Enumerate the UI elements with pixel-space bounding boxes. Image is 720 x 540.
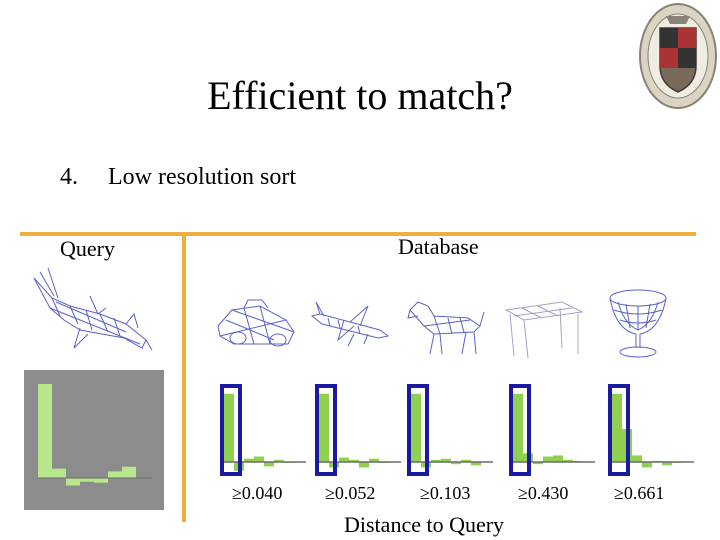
- histogram-bar: [642, 462, 652, 468]
- highlight-box: [407, 384, 429, 476]
- query-histogram-bar: [38, 384, 52, 478]
- histogram-bar: [662, 462, 672, 466]
- histogram-bar: [451, 462, 461, 465]
- query-histogram-bar: [122, 466, 136, 478]
- histogram-bar: [359, 462, 369, 468]
- histogram-dog: [407, 384, 493, 476]
- distance-label-dog: ≥0.103: [420, 483, 471, 503]
- query-label: Query: [60, 236, 115, 261]
- query-histogram: [38, 384, 152, 486]
- shark-wireframe-icon: [33, 267, 153, 351]
- database-label: Database: [398, 234, 479, 259]
- histogram-goblet: [608, 384, 694, 476]
- histogram-bar: [553, 455, 563, 462]
- histogram-bar: [339, 457, 349, 462]
- distance-label-car: ≥0.040: [232, 483, 283, 503]
- distance-label-goblet: ≥0.661: [614, 483, 665, 503]
- histogram-bar: [513, 393, 523, 462]
- distance-label-table: ≥0.430: [518, 483, 569, 503]
- horizontal-divider: [20, 232, 696, 236]
- goblet-wireframe-icon: [609, 289, 667, 358]
- bullet-text: Low resolution sort: [108, 164, 296, 190]
- vertical-divider: [182, 232, 186, 522]
- histogram-bar: [224, 393, 234, 462]
- histogram-bar: [471, 462, 481, 466]
- histogram-bar: [441, 458, 451, 462]
- histogram-bar: [244, 458, 254, 462]
- histogram-bar: [543, 456, 553, 462]
- histogram-bar: [563, 459, 573, 462]
- distance-caption: Distance to Query: [344, 512, 505, 537]
- histogram-bar: [533, 462, 543, 465]
- dog-wireframe-icon: [407, 301, 485, 355]
- histogram-bar: [274, 459, 284, 462]
- histogram-bar: [264, 462, 274, 467]
- histogram-bar: [349, 459, 359, 462]
- histogram-bar: [612, 393, 622, 462]
- bullet-number: 4.: [60, 164, 78, 190]
- histogram-bar: [369, 458, 379, 462]
- query-histogram-bar: [66, 478, 80, 486]
- slide-title: Efficient to match?: [207, 73, 513, 118]
- histogram-bar: [431, 459, 441, 462]
- query-histogram-bar: [94, 478, 108, 483]
- highlight-box: [315, 384, 337, 476]
- histogram-bar: [254, 456, 264, 462]
- histogram-airplane: [315, 384, 401, 476]
- highlight-box: [509, 384, 531, 476]
- university-seal-icon: [639, 3, 717, 109]
- query-histogram-bar: [108, 471, 122, 478]
- histogram-bar: [632, 455, 642, 462]
- histogram-bar: [461, 459, 471, 462]
- car-wireframe-icon: [217, 299, 295, 347]
- histogram-bar: [319, 393, 329, 462]
- table-wireframe-icon: [504, 301, 584, 358]
- histogram-table: [509, 384, 595, 476]
- highlight-box: [608, 384, 630, 476]
- query-histogram-bar: [80, 478, 94, 482]
- airplane-wireframe-icon: [310, 301, 390, 347]
- query-histogram-panel: [24, 370, 164, 510]
- histogram-bar: [411, 393, 421, 462]
- distance-label-airplane: ≥0.052: [325, 483, 376, 503]
- histogram-car: [220, 384, 306, 476]
- query-histogram-bar: [52, 468, 66, 478]
- bullet-item: 4. Low resolution sort: [60, 164, 296, 191]
- highlight-box: [220, 384, 242, 476]
